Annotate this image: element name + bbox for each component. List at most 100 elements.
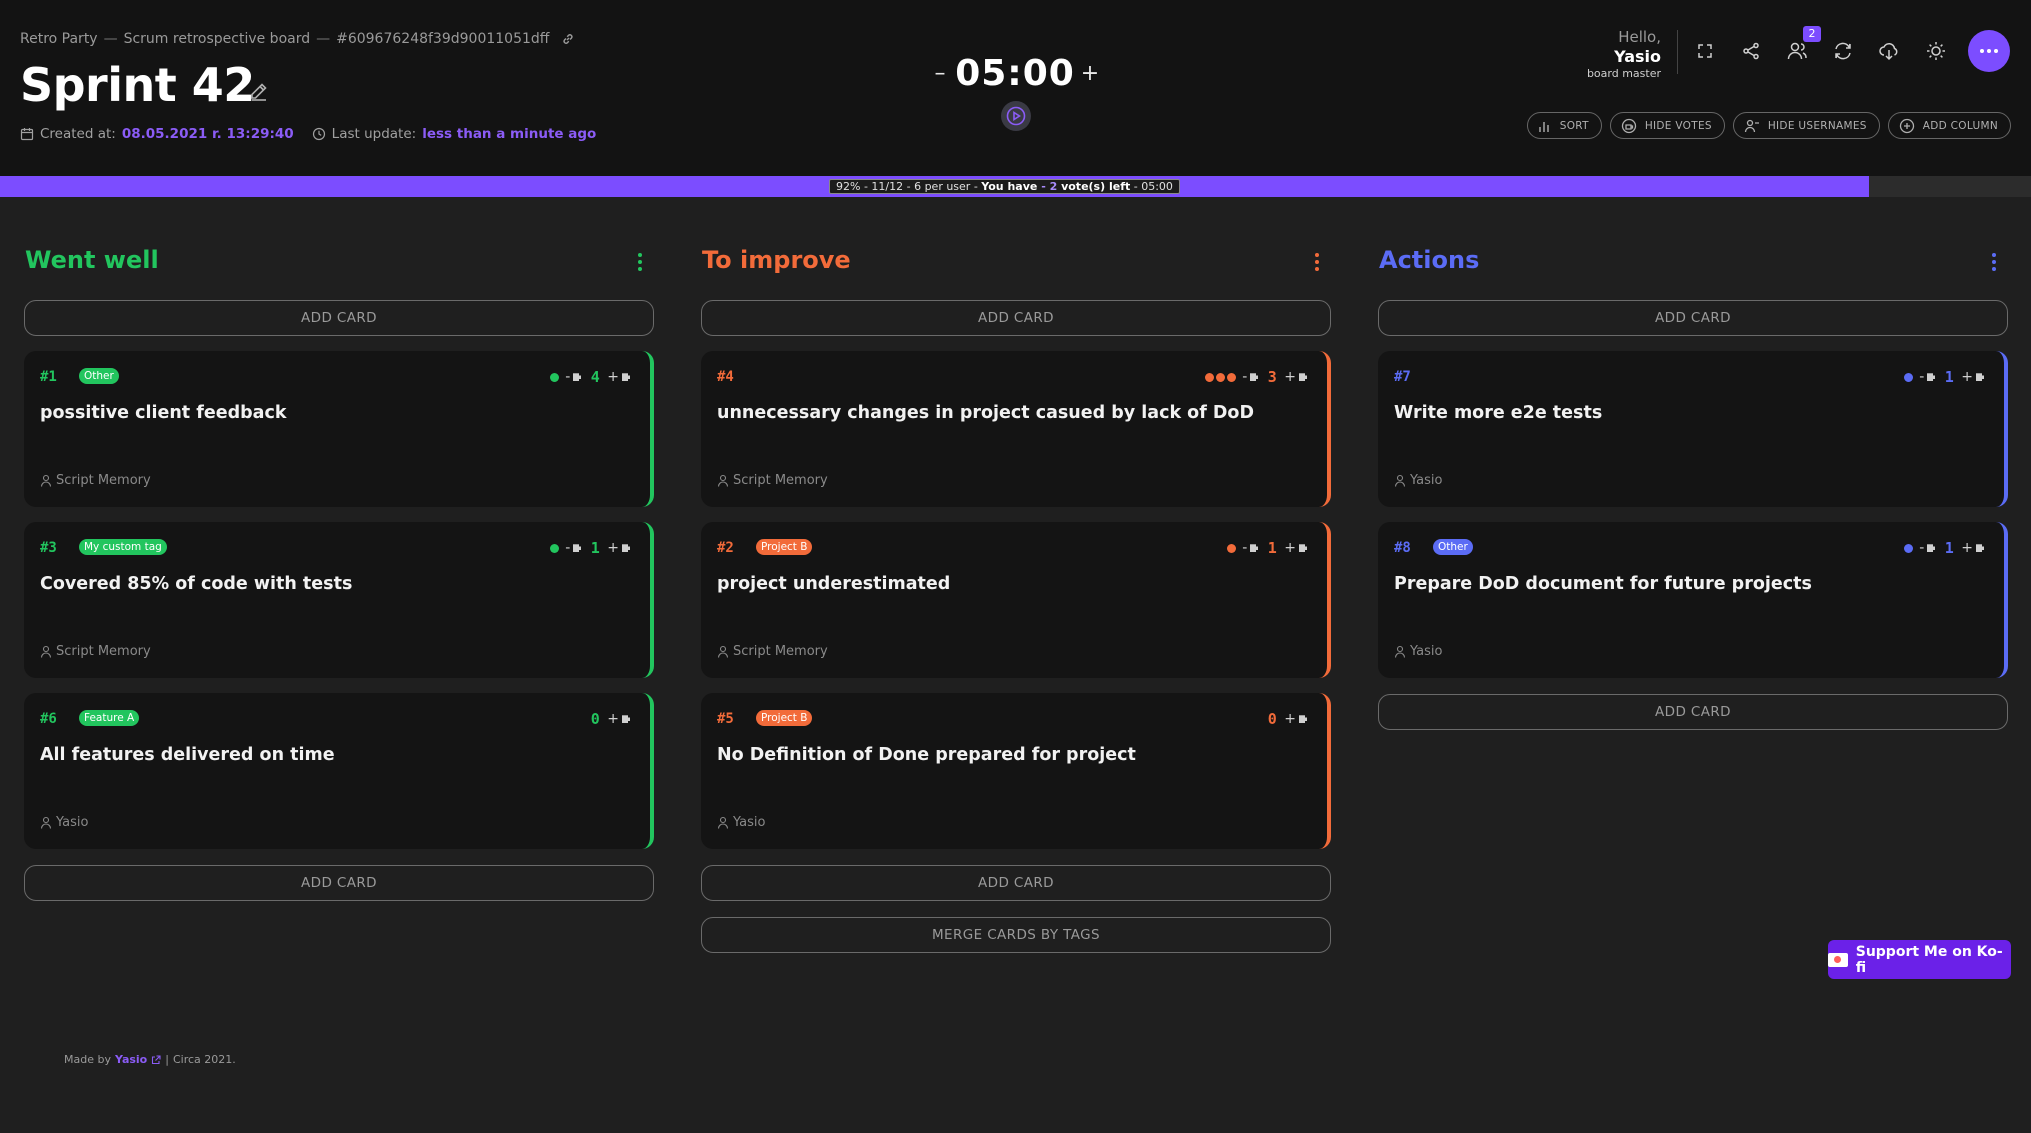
greeting-username[interactable]: Yasio — [1614, 46, 1661, 66]
add-card-button[interactable]: ADD CARD — [1378, 300, 2008, 336]
online-users-button[interactable] — [1782, 36, 1812, 66]
vote-you-have: You have — [981, 180, 1038, 193]
column-went-well: Went well ADD CARD #1 Other -4 + possitive c… — [24, 240, 654, 901]
merge-cards-by-tags-button[interactable]: MERGE CARDS BY TAGS — [701, 917, 1331, 953]
vote-count: 1 — [1267, 539, 1277, 557]
more-menu-button[interactable] — [1968, 30, 2010, 72]
refresh-button[interactable] — [1828, 36, 1858, 66]
theme-toggle-button[interactable] — [1921, 36, 1951, 66]
vote-count: 1 — [590, 539, 600, 557]
card-tag[interactable]: Other — [79, 368, 119, 384]
card[interactable]: #5 Project B 0 + No Definition of Done prepa… — [701, 693, 1331, 849]
hide-usernames-button[interactable]: HIDE USERNAMES — [1732, 112, 1880, 139]
header-divider — [1677, 30, 1678, 74]
copy-link-icon[interactable] — [561, 32, 575, 46]
online-users-badge: 2 — [1803, 26, 1821, 42]
share-button[interactable] — [1736, 36, 1766, 66]
add-vote-button[interactable]: + — [1961, 540, 1986, 556]
card[interactable]: #4 -3 + unnecessary changes in project casu… — [701, 351, 1331, 507]
vote-mug-icon — [1299, 544, 1307, 552]
updated-label: Last update: — [331, 126, 417, 142]
card-text: No Definition of Done prepared for proje… — [717, 745, 1136, 765]
add-vote-button[interactable]: + — [1284, 369, 1309, 385]
vote-mug-icon — [1299, 715, 1307, 723]
column-title[interactable]: Actions — [1379, 246, 1480, 274]
card-tag[interactable]: My custom tag — [79, 539, 167, 555]
vote-dots — [1904, 543, 1914, 553]
timer-decrease-button[interactable]: – — [934, 60, 946, 86]
column-title[interactable]: To improve — [702, 246, 851, 274]
card-tag[interactable]: Feature A — [79, 710, 140, 726]
vote-summary: 92% - 11/12 - 6 per user - — [836, 180, 982, 193]
card-tag[interactable]: Project B — [756, 539, 813, 555]
timer: – 05:00 + — [930, 48, 1100, 98]
add-vote-button[interactable]: + — [607, 540, 632, 556]
greeting-role: board master — [1586, 66, 1661, 80]
user-hide-icon — [1744, 119, 1759, 132]
user-greeting: Hello, Yasio board master — [1587, 28, 1661, 81]
remove-vote-button[interactable]: - — [565, 540, 583, 556]
card-id: #3 — [40, 540, 57, 556]
download-button[interactable] — [1874, 36, 1904, 66]
card-text: project underestimated — [717, 574, 951, 594]
card-author-name: Script Memory — [56, 473, 151, 488]
add-card-button[interactable]: ADD CARD — [701, 300, 1331, 336]
timer-increase-button[interactable]: + — [1080, 60, 1100, 86]
user-icon — [40, 474, 52, 487]
add-card-button[interactable]: ADD CARD — [1378, 694, 2008, 730]
users-icon — [1787, 42, 1807, 60]
card-text: All features delivered on time — [40, 745, 335, 765]
card[interactable]: #8 Other -1 + Prepare DoD document for futur… — [1378, 522, 2008, 678]
add-card-button[interactable]: ADD CARD — [24, 865, 654, 901]
timer-display: 05:00 — [955, 52, 1075, 94]
edit-title-icon[interactable] — [248, 80, 270, 102]
card-author-name: Script Memory — [733, 473, 828, 488]
column-menu-icon[interactable] — [1990, 250, 1998, 274]
column-title[interactable]: Went well — [25, 246, 159, 274]
vote-time: - 05:00 — [1130, 180, 1173, 193]
vote-dots — [1227, 543, 1237, 553]
card[interactable]: #3 My custom tag -1 + Covered 85% of code wi… — [24, 522, 654, 678]
add-vote-button[interactable]: + — [1284, 540, 1309, 556]
footer-author-link[interactable]: Yasio — [114, 1053, 148, 1066]
greeting-hello: Hello, — [1618, 28, 1661, 46]
add-card-button[interactable]: ADD CARD — [24, 300, 654, 336]
add-vote-button[interactable]: + — [607, 369, 632, 385]
card-text: Prepare DoD document for future projects — [1394, 574, 1812, 594]
card-author: Script Memory — [717, 473, 828, 488]
card[interactable]: #7 -1 + Write more e2e tests Yasio — [1378, 351, 2008, 507]
card-text: Write more e2e tests — [1394, 403, 1603, 423]
remove-vote-button[interactable]: - — [1919, 369, 1937, 385]
remove-vote-button[interactable]: - — [1242, 369, 1260, 385]
remove-vote-button[interactable]: - — [1919, 540, 1937, 556]
add-vote-button[interactable]: + — [1284, 711, 1309, 727]
user-icon — [40, 816, 52, 829]
sort-label: SORT — [1559, 119, 1589, 132]
breadcrumb-app[interactable]: Retro Party — [20, 31, 98, 47]
column-menu-icon[interactable] — [636, 250, 644, 274]
user-icon — [40, 645, 52, 658]
card-id: #1 — [40, 369, 57, 385]
card-author: Script Memory — [40, 473, 151, 488]
add-vote-button[interactable]: + — [1961, 369, 1986, 385]
hide-votes-button[interactable]: HIDE VOTES — [1609, 112, 1725, 139]
card[interactable]: #2 Project B -1 + project underestimated Scr… — [701, 522, 1331, 678]
card-tag[interactable]: Project B — [756, 710, 813, 726]
vote-count: 4 — [590, 368, 600, 386]
add-card-button[interactable]: ADD CARD — [701, 865, 1331, 901]
fullscreen-button[interactable] — [1690, 36, 1720, 66]
card[interactable]: #1 Other -4 + possitive client feedback Scri… — [24, 351, 654, 507]
remove-vote-button[interactable]: - — [1242, 540, 1260, 556]
remove-vote-button[interactable]: - — [565, 369, 583, 385]
hide-votes-label: HIDE VOTES — [1644, 119, 1712, 132]
card[interactable]: #6 Feature A 0 + All features delivered on t… — [24, 693, 654, 849]
card-tag[interactable]: Other — [1433, 539, 1473, 555]
kofi-support-button[interactable]: Support Me on Ko-fi — [1828, 940, 2011, 979]
add-column-button[interactable]: ADD COLUMN — [1887, 112, 2011, 139]
created-value: 08.05.2021 r. 13:29:40 — [121, 126, 294, 142]
timer-play-button[interactable] — [1001, 101, 1031, 131]
sort-button[interactable]: SORT — [1526, 112, 1602, 139]
add-vote-button[interactable]: + — [607, 711, 632, 727]
vote-count: 1 — [1944, 539, 1954, 557]
column-menu-icon[interactable] — [1313, 250, 1321, 274]
